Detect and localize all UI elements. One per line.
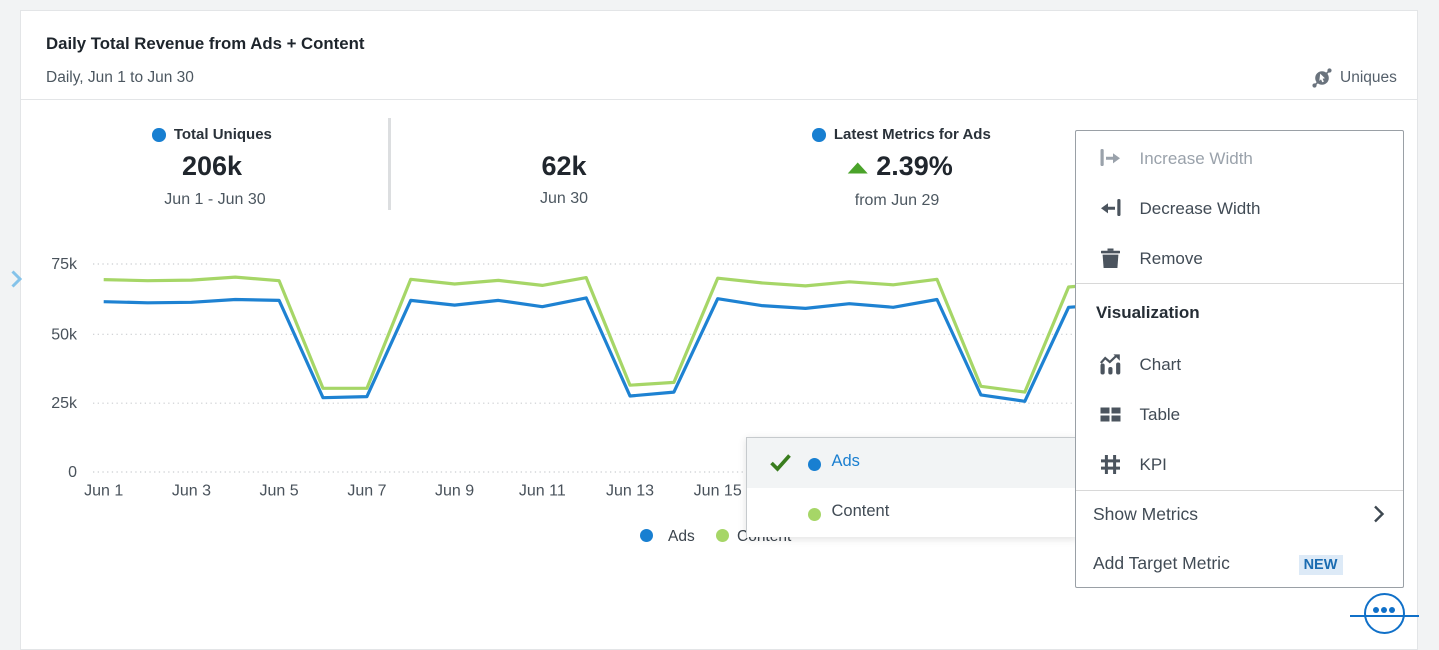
svg-text:25k: 25k: [51, 395, 78, 412]
svg-text:Jun 13: Jun 13: [606, 483, 654, 500]
svg-text:0: 0: [68, 464, 77, 481]
svg-text:75k: 75k: [51, 256, 78, 273]
svg-text:Jun 3: Jun 3: [172, 483, 211, 500]
svg-text:Jun 15: Jun 15: [694, 483, 742, 500]
svg-text:Jun 9: Jun 9: [435, 483, 474, 500]
svg-text:Jun 1: Jun 1: [84, 483, 123, 500]
svg-text:Jun 5: Jun 5: [260, 483, 299, 500]
svg-text:Jun 11: Jun 11: [519, 483, 566, 500]
svg-text:50k: 50k: [51, 326, 78, 343]
svg-text:Jun 7: Jun 7: [347, 483, 386, 500]
